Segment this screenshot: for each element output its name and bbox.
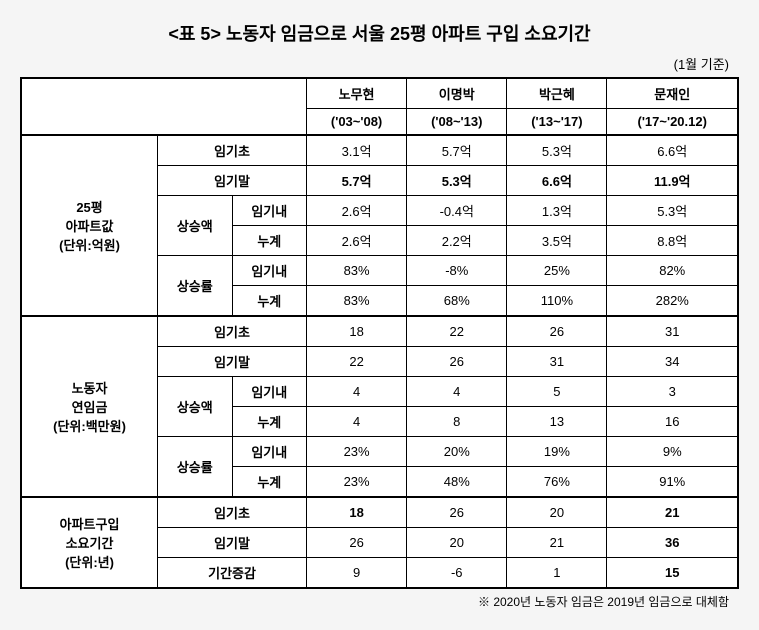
header-col4-name: 문재인 — [607, 78, 738, 109]
cell: 4 — [407, 377, 507, 407]
cell: 4 — [307, 377, 407, 407]
cell: 5.7억 — [307, 166, 407, 196]
cell: 5.7억 — [407, 135, 507, 166]
cell: 21 — [507, 528, 607, 558]
cell: 18 — [307, 497, 407, 528]
cell: 25% — [507, 256, 607, 286]
cell: 91% — [607, 467, 738, 498]
cell: 3 — [607, 377, 738, 407]
cell: 3.5억 — [507, 226, 607, 256]
cell: 2.6억 — [307, 226, 407, 256]
s1-sub1: 상승액 — [158, 196, 232, 256]
s1-r3-label: 임기내 — [232, 196, 306, 226]
table-title: <표 5> 노동자 임금으로 서울 25평 아파트 구입 소요기간 — [20, 20, 739, 46]
cell: 20% — [407, 437, 507, 467]
cell: 22 — [307, 347, 407, 377]
s3-r2-label: 임기말 — [158, 528, 307, 558]
cell: 18 — [307, 316, 407, 347]
cell: 26 — [407, 347, 507, 377]
cell: 26 — [507, 316, 607, 347]
header-col4-period: ('17~'20.12) — [607, 109, 738, 136]
cell: 5.3억 — [407, 166, 507, 196]
cell: 23% — [307, 467, 407, 498]
s2-sub2: 상승률 — [158, 437, 232, 498]
cell: 83% — [307, 256, 407, 286]
cell: 3.1억 — [307, 135, 407, 166]
cell: 20 — [507, 497, 607, 528]
cell: 5.3억 — [607, 196, 738, 226]
cell: 31 — [507, 347, 607, 377]
header-col2-period: ('08~'13) — [407, 109, 507, 136]
section2-title: 노동자 연임금 (단위:백만원) — [21, 316, 158, 497]
cell: 11.9억 — [607, 166, 738, 196]
cell: 68% — [407, 286, 507, 317]
header-col3-period: ('13~'17) — [507, 109, 607, 136]
cell: 282% — [607, 286, 738, 317]
cell: 9 — [307, 558, 407, 589]
cell: 82% — [607, 256, 738, 286]
s2-r6-label: 누계 — [232, 467, 306, 498]
data-table: 노무현 이명박 박근혜 문재인 ('03~'08) ('08~'13) ('13… — [20, 77, 739, 589]
cell: 2.2억 — [407, 226, 507, 256]
cell: 8 — [407, 407, 507, 437]
s2-r4-label: 누계 — [232, 407, 306, 437]
s1-sub2: 상승률 — [158, 256, 232, 317]
s1-r2-label: 임기말 — [158, 166, 307, 196]
cell: -6 — [407, 558, 507, 589]
cell: 83% — [307, 286, 407, 317]
cell: 34 — [607, 347, 738, 377]
cell: 15 — [607, 558, 738, 589]
cell: 5.3억 — [507, 135, 607, 166]
s1-r5-label: 임기내 — [232, 256, 306, 286]
cell: 6.6억 — [607, 135, 738, 166]
section3-title: 아파트구입 소요기간 (단위:년) — [21, 497, 158, 588]
cell: 23% — [307, 437, 407, 467]
s2-sub1: 상승액 — [158, 377, 232, 437]
cell: 1.3억 — [507, 196, 607, 226]
header-col1-name: 노무현 — [307, 78, 407, 109]
cell: 2.6억 — [307, 196, 407, 226]
cell: -8% — [407, 256, 507, 286]
s1-r1-label: 임기초 — [158, 135, 307, 166]
cell: 20 — [407, 528, 507, 558]
s3-r1-label: 임기초 — [158, 497, 307, 528]
cell: 48% — [407, 467, 507, 498]
s2-r2-label: 임기말 — [158, 347, 307, 377]
header-blank — [21, 78, 307, 135]
cell: 4 — [307, 407, 407, 437]
s2-r1-label: 임기초 — [158, 316, 307, 347]
s1-r4-label: 누계 — [232, 226, 306, 256]
cell: 76% — [507, 467, 607, 498]
footnote: ※ 2020년 노동자 임금은 2019년 임금으로 대체함 — [20, 593, 739, 610]
cell: 16 — [607, 407, 738, 437]
cell: 8.8억 — [607, 226, 738, 256]
cell: 110% — [507, 286, 607, 317]
cell: -0.4억 — [407, 196, 507, 226]
s2-r5-label: 임기내 — [232, 437, 306, 467]
section1-title: 25평 아파트값 (단위:억원) — [21, 135, 158, 316]
header-col2-name: 이명박 — [407, 78, 507, 109]
cell: 36 — [607, 528, 738, 558]
cell: 9% — [607, 437, 738, 467]
cell: 21 — [607, 497, 738, 528]
cell: 13 — [507, 407, 607, 437]
table-subtitle: (1월 기준) — [20, 54, 739, 73]
s2-r3-label: 임기내 — [232, 377, 306, 407]
cell: 31 — [607, 316, 738, 347]
s1-r6-label: 누계 — [232, 286, 306, 317]
cell: 6.6억 — [507, 166, 607, 196]
cell: 26 — [407, 497, 507, 528]
cell: 5 — [507, 377, 607, 407]
cell: 26 — [307, 528, 407, 558]
s3-r3-label: 기간증감 — [158, 558, 307, 589]
cell: 22 — [407, 316, 507, 347]
cell: 19% — [507, 437, 607, 467]
header-col3-name: 박근혜 — [507, 78, 607, 109]
header-col1-period: ('03~'08) — [307, 109, 407, 136]
cell: 1 — [507, 558, 607, 589]
